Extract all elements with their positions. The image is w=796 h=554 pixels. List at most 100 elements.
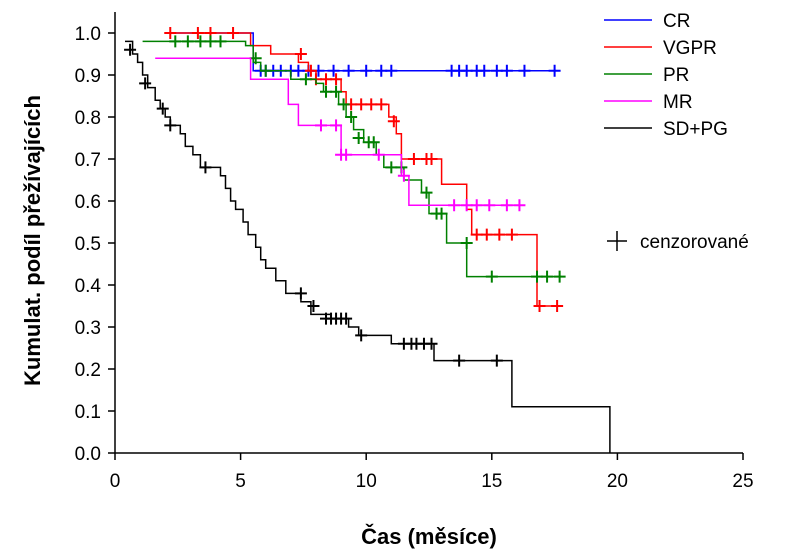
censor-mark (307, 300, 320, 312)
censor-mark (342, 64, 355, 77)
censor-mark (139, 77, 152, 90)
y-tick-label: 0.4 (75, 276, 102, 297)
legend-label: SD+PG (663, 119, 728, 140)
y-tick-label: 0.0 (75, 444, 101, 465)
censor-mark (460, 199, 473, 212)
censor-mark (490, 354, 503, 367)
censor-mark (340, 148, 353, 161)
y-tick-label: 0.6 (75, 192, 101, 213)
legend-label: PR (663, 65, 689, 86)
series-mr (155, 57, 526, 212)
censor-mark (360, 64, 373, 77)
y-tick-label: 0.9 (75, 66, 101, 87)
censor-mark (548, 64, 561, 77)
censor-mark (304, 64, 317, 77)
series-cr (165, 32, 561, 77)
y-tick-label: 0.3 (75, 318, 101, 339)
censor-mark (299, 73, 312, 86)
censor-mark (194, 35, 207, 48)
x-tick-label: 0 (110, 471, 121, 492)
censor-mark (375, 64, 388, 77)
y-tick-label: 0.8 (75, 108, 101, 129)
censor-mark (387, 115, 400, 128)
censor-mark (425, 153, 438, 165)
censor-mark (327, 64, 340, 77)
legend-item-censored: cenzorované (607, 231, 749, 253)
censor-mark (518, 64, 531, 77)
censor-mark (259, 64, 272, 77)
legend-item: CR (604, 11, 690, 32)
series-line (155, 57, 525, 206)
censor-mark (485, 270, 498, 283)
censor-mark (367, 136, 380, 149)
censor-mark (551, 300, 564, 312)
censor-mark (169, 35, 182, 48)
censor-mark (294, 287, 307, 300)
censor-mark (164, 119, 177, 132)
censor-mark (531, 270, 544, 283)
censor-mark (505, 228, 518, 241)
series-sd-pg (124, 40, 611, 453)
legend-item: MR (604, 92, 693, 113)
x-axis-title: Čas (měsíce) (361, 524, 497, 549)
censor-mark (453, 354, 466, 367)
y-tick-label: 1.0 (75, 24, 101, 45)
censor-mark (181, 35, 194, 48)
censor-mark (365, 98, 378, 111)
censor-mark (204, 35, 217, 48)
censor-mark (385, 64, 398, 77)
censor-mark (460, 64, 473, 77)
censor-mark (320, 73, 333, 86)
censor-mark (490, 64, 503, 77)
censor-mark (191, 27, 204, 39)
censor-mark (448, 199, 461, 212)
censor-mark (124, 43, 137, 56)
censor-mark (483, 199, 496, 212)
censor-mark (541, 270, 554, 283)
censor-mark (385, 161, 398, 174)
censor-mark (294, 48, 307, 60)
series-line (165, 32, 563, 307)
censor-mark (460, 237, 473, 249)
censor-legend-icon (607, 231, 627, 251)
censor-mark (500, 199, 513, 212)
censor-mark (337, 98, 350, 111)
y-tick-label: 0.1 (75, 402, 101, 423)
legend-label: CR (663, 11, 690, 32)
censor-mark (164, 27, 177, 39)
censor-mark (500, 64, 513, 77)
x-tick-label: 20 (607, 471, 628, 492)
y-axis-ticks: 0.0 0.1 0.2 0.3 0.4 0.5 0.6 0.7 0.8 0.9 1.0 (75, 24, 115, 465)
censor-mark (330, 73, 343, 86)
censor-mark (375, 98, 388, 111)
censor-mark (470, 199, 483, 212)
censor-mark (156, 102, 169, 115)
censor-mark (314, 119, 327, 132)
axes (114, 12, 743, 454)
y-axis-title: Kumulat. podíl přežívajících (20, 95, 45, 386)
censor-mark (533, 300, 546, 312)
censor-mark (330, 85, 343, 98)
y-tick-label: 0.2 (75, 360, 101, 381)
censor-mark (214, 35, 227, 48)
censor-mark (320, 85, 333, 98)
censor-mark (470, 228, 483, 241)
censor-mark (420, 186, 433, 199)
censor-mark (355, 329, 368, 342)
x-axis-ticks: 0 5 10 15 20 25 (110, 453, 754, 492)
x-tick-label: 15 (481, 471, 502, 492)
censor-mark (199, 161, 212, 174)
censor-mark (407, 153, 420, 165)
censor-mark (227, 27, 240, 39)
y-tick-label: 0.7 (75, 150, 101, 171)
series-line (125, 40, 611, 453)
censor-mark (292, 64, 305, 77)
x-tick-label: 10 (356, 471, 377, 492)
censor-mark (330, 119, 343, 132)
x-tick-label: 25 (732, 471, 753, 492)
series-pr (142, 35, 566, 283)
censor-mark (435, 207, 448, 220)
series-vgpr (164, 27, 564, 312)
legend: CR VGPR PR MR SD+PG cenzorované (604, 11, 749, 253)
censor-mark (480, 228, 493, 241)
